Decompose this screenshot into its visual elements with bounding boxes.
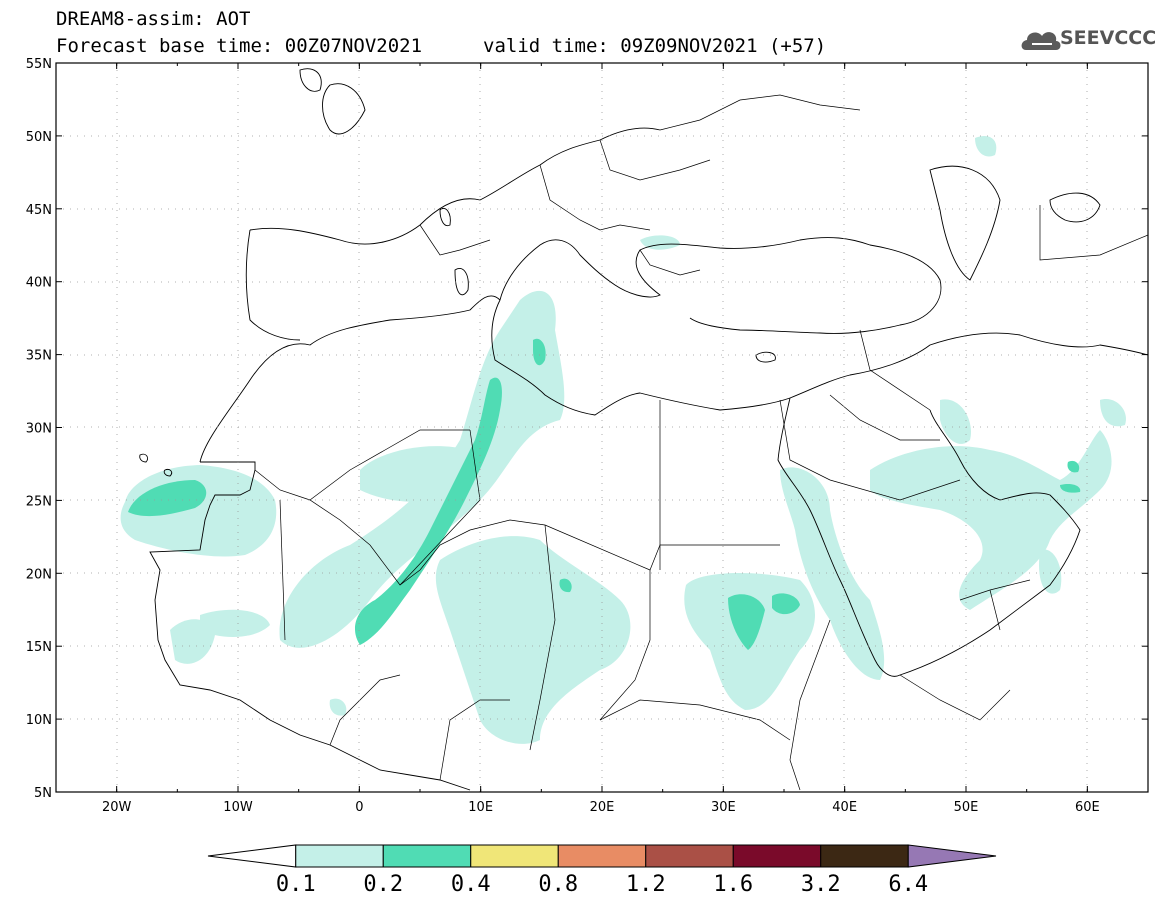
lon-label: 20E (590, 800, 615, 815)
lon-label: 10W (223, 800, 253, 815)
colorbar-segment (295, 844, 384, 868)
colorbar-label: 0.1 (275, 872, 316, 897)
colorbar-label: 0.8 (538, 872, 579, 897)
colorbar-segment (820, 844, 909, 868)
lon-label: 60E (1075, 800, 1100, 815)
lon-label: 0 (355, 800, 363, 815)
colorbar-label: 1.2 (625, 872, 666, 897)
colorbar-low-arrow (207, 844, 297, 868)
lat-label: 15N (26, 640, 52, 655)
lon-label: 50E (954, 800, 979, 815)
lon-label: 10E (468, 800, 493, 815)
lon-label: 30E (711, 800, 736, 815)
colorbar-segment (470, 844, 559, 868)
colorbar-label: 3.2 (800, 872, 841, 897)
colorbar-label: 1.6 (713, 872, 754, 897)
colorbar (207, 844, 997, 868)
country-borders (254, 94, 1148, 791)
lat-label: 40N (26, 276, 52, 291)
lat-label: 5N (34, 786, 52, 801)
colorbar-segment (645, 844, 734, 868)
coastlines (139, 68, 1148, 791)
aot-medium-areas (128, 338, 1081, 650)
colorbar-label: 0.4 (450, 872, 491, 897)
lat-label: 55N (26, 57, 52, 72)
colorbar-segment (732, 844, 822, 868)
lat-label: 45N (26, 203, 52, 218)
colorbar-high-arrow (907, 844, 997, 868)
lat-label: 35N (26, 349, 52, 364)
lat-label: 20N (26, 567, 52, 582)
lon-label: 40E (832, 800, 857, 815)
map-title: DREAM8-assim: AOT (56, 8, 251, 30)
colorbar-label: 0.2 (363, 872, 404, 897)
forecast-base-time: Forecast base time: 00Z07NOV2021 (56, 35, 423, 57)
colorbar-label: 6.4 (888, 872, 929, 897)
aot-light-areas (120, 135, 1126, 744)
lat-label: 25N (26, 494, 52, 509)
lon-label: 20W (102, 800, 132, 815)
lat-lon-grid (56, 63, 1148, 792)
cloud-logo-icon (1021, 32, 1061, 50)
lat-label: 10N (26, 713, 52, 728)
logo-text: SEEVCCC (1060, 27, 1157, 49)
lat-label: 50N (26, 130, 52, 145)
valid-time: valid time: 09Z09NOV2021 (+57) (483, 35, 827, 57)
colorbar-segment (382, 844, 472, 868)
colorbar-segment (557, 844, 647, 868)
lat-label: 30N (26, 422, 52, 437)
